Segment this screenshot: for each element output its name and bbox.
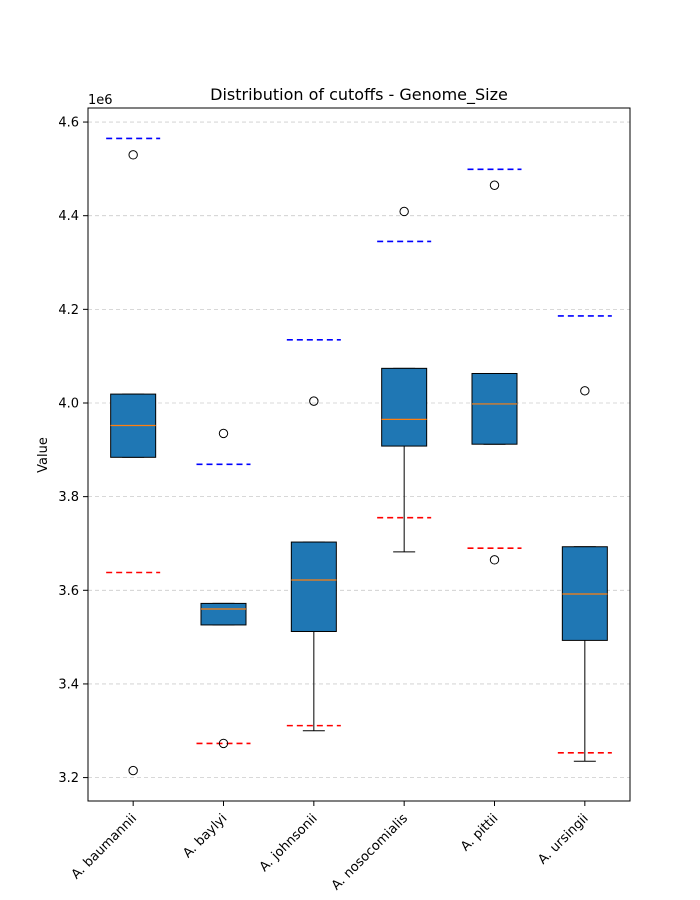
cutoff-layer [106, 137, 612, 754]
y-tick-label: 3.4 [58, 677, 79, 692]
outlier-point [218, 738, 229, 749]
y-offset-label: 1e6 [88, 93, 113, 108]
outlier-point [489, 555, 500, 565]
outlier-point [309, 396, 319, 406]
outlier-point [580, 386, 590, 396]
grid-layer [88, 121, 630, 778]
x-tick-label: A. johnsonii [257, 811, 321, 875]
plot-frame [87, 107, 631, 802]
x-tick-label: A. baylyi [180, 811, 230, 861]
y-tick-label: 3.2 [58, 771, 79, 786]
y-tick-label: 4.6 [58, 116, 79, 131]
x-tick-label: A. pittii [458, 811, 501, 854]
box-iqr [200, 602, 247, 626]
chart-title: Distribution of cutoffs - Genome_Size [210, 85, 508, 105]
box-iqr [471, 372, 518, 445]
outlier-point [399, 206, 409, 217]
outlier-point [218, 428, 229, 439]
y-tick-label: 4.2 [58, 303, 79, 318]
box-iqr [290, 541, 337, 632]
x-tick-label: A. baumannii [69, 811, 140, 882]
tick-layer: 3.2 3.4 3.6 3.8 4.0 4.2 4.4 4.6 A. baumannii A. b… [58, 116, 591, 894]
y-tick-label: 4.4 [58, 209, 79, 224]
y-tick-label: 3.6 [58, 584, 79, 599]
x-tick-label: A. ursingii [535, 811, 591, 867]
outlier-point [489, 180, 500, 190]
x-tick-label: A. nosocomialis [329, 811, 411, 893]
box-iqr [381, 367, 428, 447]
y-tick-label: 3.8 [58, 490, 79, 505]
y-tick-label: 4.0 [58, 396, 79, 411]
box-layer [110, 150, 608, 776]
y-axis-label: Value [36, 437, 51, 473]
outlier-point [128, 765, 138, 776]
outlier-point [128, 150, 138, 160]
axes-layer [87, 107, 631, 802]
